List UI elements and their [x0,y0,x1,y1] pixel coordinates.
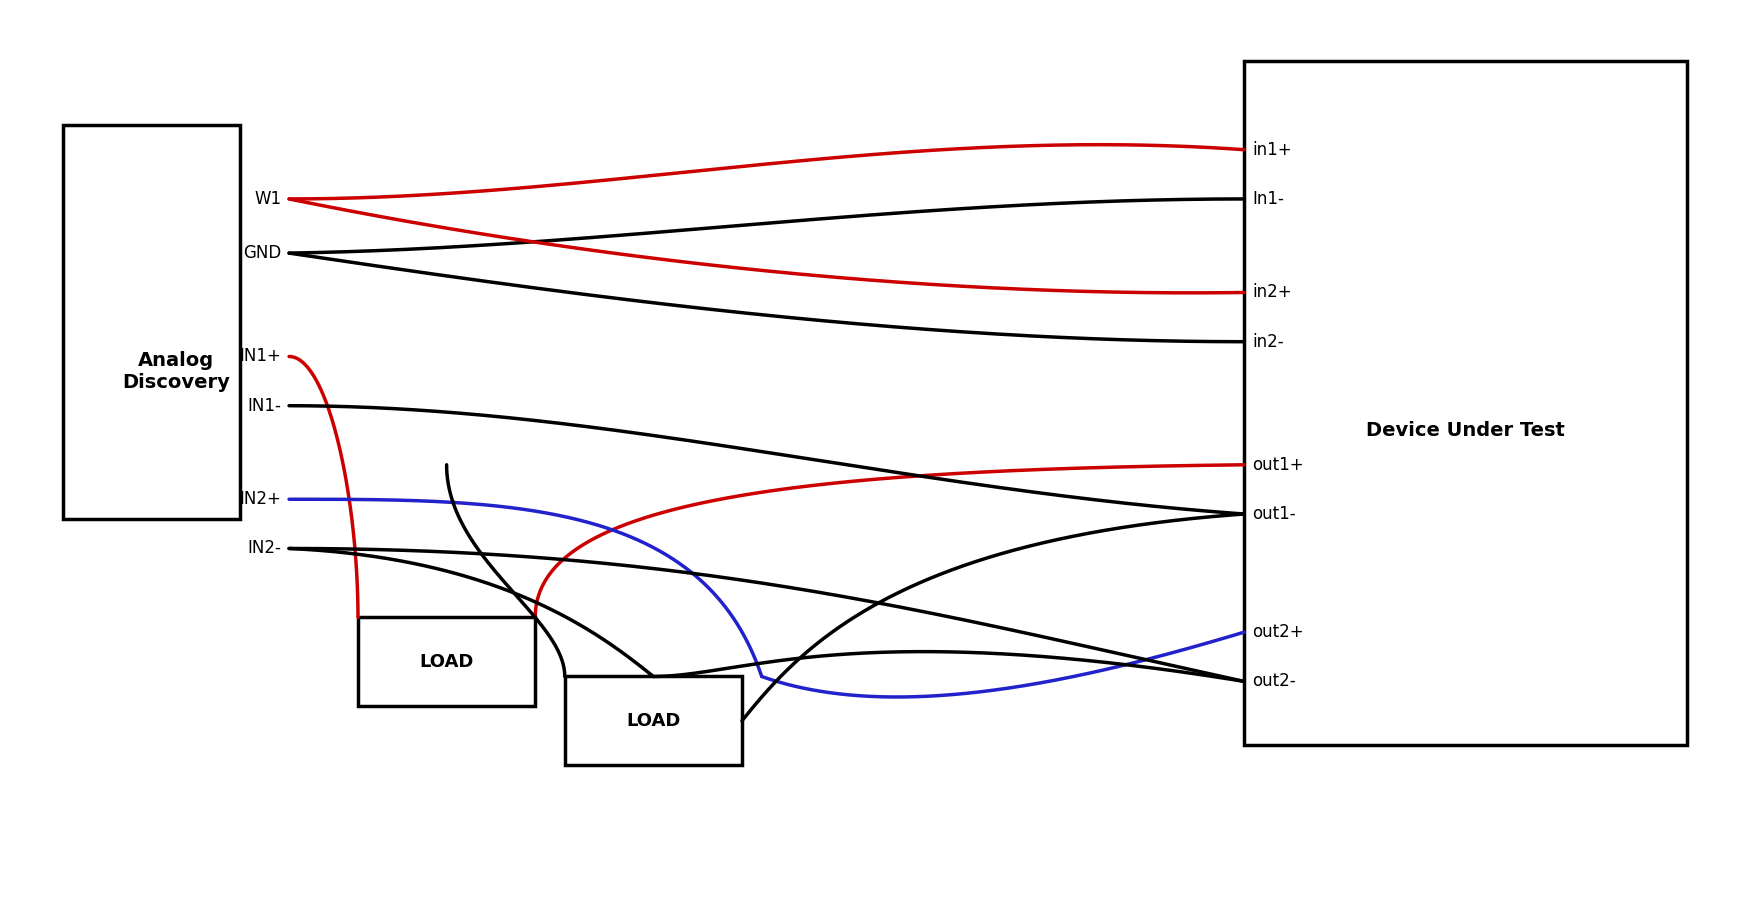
Text: GND: GND [243,244,282,262]
Bar [565,676,742,765]
Text: in1+: in1+ [1251,141,1291,159]
Text: IN2+: IN2+ [240,491,282,508]
Text: Device Under Test: Device Under Test [1366,421,1566,440]
Text: LOAD: LOAD [419,653,474,671]
Text: IN1+: IN1+ [240,347,282,365]
Text: LOAD: LOAD [626,712,681,730]
Text: IN1-: IN1- [247,397,282,415]
Text: in2+: in2+ [1251,283,1291,301]
Text: In1-: In1- [1251,190,1284,208]
Text: out1+: out1+ [1251,456,1304,474]
Text: in2-: in2- [1251,333,1284,351]
Text: IN2-: IN2- [247,539,282,557]
Bar [63,125,240,519]
Text: out1-: out1- [1251,505,1295,523]
Bar [1244,61,1688,745]
Bar [358,617,535,706]
Text: out2-: out2- [1251,672,1295,690]
Text: out2+: out2+ [1251,623,1304,641]
Text: Analog
Discovery: Analog Discovery [122,351,229,391]
Text: W1: W1 [254,190,282,208]
